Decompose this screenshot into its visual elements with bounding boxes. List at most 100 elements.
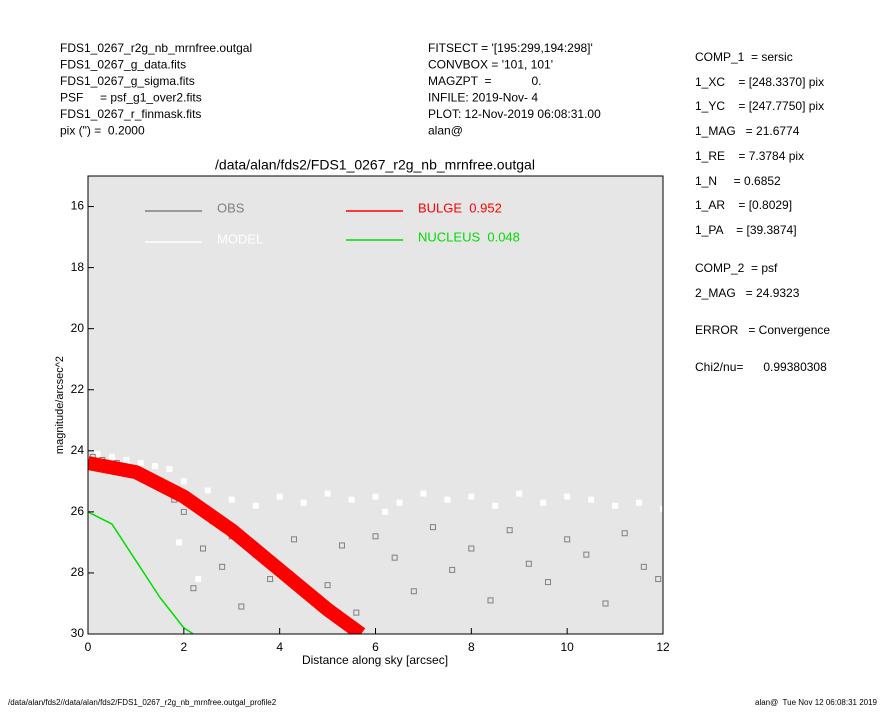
data-point — [204, 487, 211, 494]
y-tick-label: 22 — [71, 382, 85, 396]
header-line: pix (") = 0.2000 — [60, 124, 145, 138]
x-tick-label: 4 — [276, 640, 283, 654]
data-point — [291, 536, 298, 543]
component-line: 1_N = 0.6852 — [695, 174, 781, 188]
data-point — [190, 585, 197, 592]
data-point — [487, 597, 494, 604]
legend-label: BULGE 0.952 — [418, 200, 502, 215]
data-point — [396, 499, 403, 506]
legend-label: MODEL — [217, 231, 263, 246]
x-tick-label: 8 — [468, 640, 475, 654]
data-point — [180, 508, 187, 515]
header-line: FITSECT = '[195:299,194:298]' — [428, 41, 593, 55]
data-point — [267, 576, 274, 583]
header-line: CONVBOX = '101, 101' — [428, 58, 553, 72]
data-point — [180, 478, 187, 485]
chart-title: /data/alan/fds2/FDS1_0267_r2g_nb_mrnfree… — [215, 157, 535, 173]
data-point — [382, 508, 389, 515]
footer-right: alan@ Tue Nov 12 06:08:31 2019 — [755, 698, 878, 707]
component-line: 1_RE = 7.3784 pix — [695, 149, 804, 163]
x-tick-label: 2 — [180, 640, 187, 654]
data-point — [300, 499, 307, 506]
data-point — [506, 527, 513, 534]
x-tick-label: 6 — [372, 640, 379, 654]
data-point — [152, 463, 159, 470]
data-point — [636, 499, 643, 506]
data-point — [516, 490, 523, 497]
x-tick-label: 10 — [560, 640, 574, 654]
x-tick-label: 0 — [85, 640, 92, 654]
component-line: COMP_2 = psf — [695, 261, 778, 275]
data-point — [588, 496, 595, 503]
component-line: 1_PA = [39.3874] — [695, 223, 797, 237]
data-point — [324, 490, 331, 497]
component-line: COMP_1 = sersic — [695, 50, 793, 64]
data-point — [228, 496, 235, 503]
component-line: Chi2/nu= 0.99380308 — [695, 360, 827, 374]
data-point — [420, 490, 427, 497]
header-line: FDS1_0267_g_sigma.fits — [60, 74, 195, 88]
data-point — [612, 502, 619, 509]
component-line: 2_MAG = 24.9323 — [695, 286, 800, 300]
x-tick-label: 12 — [656, 640, 670, 654]
y-tick-label: 28 — [71, 565, 85, 579]
component-line: 1_MAG = 21.6774 — [695, 124, 800, 138]
data-point — [276, 493, 283, 500]
legend-label: NUCLEUS 0.048 — [418, 229, 520, 244]
data-point — [137, 460, 144, 467]
data-point — [525, 560, 532, 567]
y-tick-label: 18 — [71, 260, 85, 274]
data-point — [353, 609, 360, 616]
data-point — [108, 453, 115, 460]
data-point — [492, 502, 499, 509]
data-point — [348, 496, 355, 503]
y-tick-label: 30 — [71, 626, 85, 640]
x-axis-label: Distance along sky [arcsec] — [302, 653, 448, 667]
data-point — [444, 496, 451, 503]
data-point — [372, 533, 379, 540]
data-point — [583, 551, 590, 558]
data-point — [94, 450, 101, 457]
plot-area — [88, 176, 663, 634]
profile-line — [88, 511, 194, 634]
data-point — [219, 563, 226, 570]
data-point — [410, 588, 417, 595]
y-tick-label: 16 — [71, 199, 85, 213]
data-point — [545, 579, 551, 586]
data-point — [391, 554, 398, 561]
data-point — [564, 493, 571, 500]
header-line: alan@ — [428, 124, 463, 138]
footer-left: /data/alan/fds2//data/alan/fds2/FDS1_026… — [8, 698, 277, 707]
data-point — [430, 524, 436, 531]
y-tick-label: 20 — [71, 321, 85, 335]
data-point — [449, 566, 456, 573]
data-point — [200, 545, 206, 552]
header-line: PLOT: 12-Nov-2019 06:08:31.00 — [428, 107, 601, 121]
data-point — [166, 466, 173, 473]
data-point — [640, 563, 647, 570]
data-point — [655, 576, 662, 583]
data-point — [238, 603, 245, 610]
data-point — [372, 493, 379, 500]
header-line: FDS1_0267_g_data.fits — [60, 58, 186, 72]
data-point — [176, 539, 183, 546]
header-line: MAGZPT = 0. — [428, 74, 541, 88]
header-line: INFILE: 2019-Nov- 4 — [428, 91, 538, 105]
data-point — [564, 536, 571, 543]
data-point — [540, 499, 547, 506]
component-line: 1_XC = [248.3370] pix — [695, 75, 824, 89]
data-point — [324, 582, 331, 589]
header-line: FDS1_0267_r_finmask.fits — [60, 107, 201, 121]
data-point — [660, 505, 663, 512]
data-point — [252, 502, 259, 509]
data-point — [338, 542, 345, 549]
y-tick-label: 24 — [71, 443, 85, 457]
header-line: FDS1_0267_r2g_nb_mrnfree.outgal — [60, 41, 252, 55]
component-line: 1_AR = [0.8029] — [695, 198, 792, 212]
profile-line — [88, 456, 366, 634]
legend-label: OBS — [217, 200, 245, 215]
data-point — [468, 545, 475, 552]
y-tick-label: 26 — [71, 504, 85, 518]
